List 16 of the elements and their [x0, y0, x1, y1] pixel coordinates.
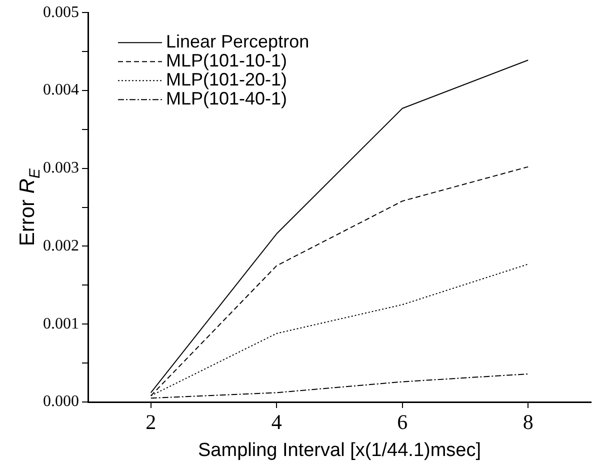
y-tick-label: 0.001	[43, 315, 79, 332]
y-tick-label: 0.005	[43, 4, 79, 21]
y-tick-label: 0.000	[43, 393, 79, 410]
y-tick-label: 0.004	[43, 82, 79, 99]
legend-label: MLP(101-20-1)	[166, 70, 288, 90]
y-tick-label: 0.002	[43, 237, 79, 254]
x-tick-label: 2	[146, 410, 156, 434]
x-tick-label: 4	[271, 410, 282, 434]
legend-label: MLP(101-40-1)	[166, 88, 288, 109]
legend-label: Linear Perceptron	[166, 32, 310, 52]
x-axis-title: Sampling Interval [x(1/44.1)msec]	[198, 440, 482, 461]
y-tick-label: 0.003	[43, 160, 79, 177]
legend-label: MLP(101-10-1)	[166, 50, 288, 71]
x-tick-label: 8	[522, 410, 534, 434]
x-tick-label: 6	[397, 410, 408, 434]
y-axis-title: Error RE	[16, 167, 44, 246]
